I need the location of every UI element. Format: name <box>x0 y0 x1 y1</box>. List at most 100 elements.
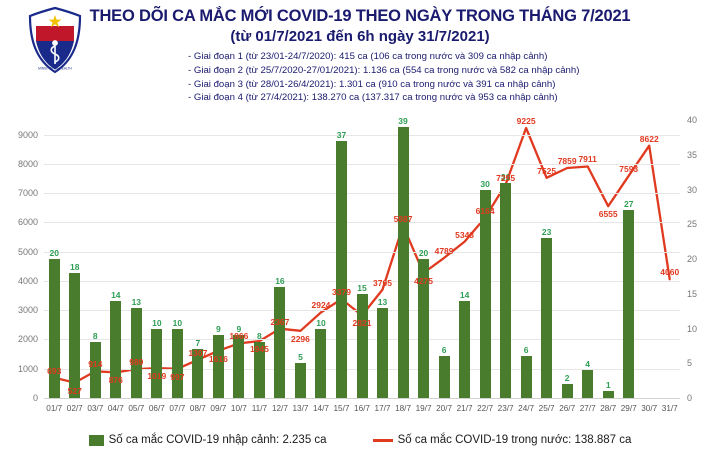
bar-imported-cases <box>48 259 60 398</box>
bar-value-label: 27 <box>623 199 634 210</box>
ministry-of-health-logo-icon: MINISTRY OF HEALTH <box>24 6 86 74</box>
x-axis-tick: 26/7 <box>559 404 576 413</box>
bar-value-label: 20 <box>418 248 429 258</box>
bar-imported-cases <box>479 189 491 398</box>
svg-text:MINISTRY OF HEALTH: MINISTRY OF HEALTH <box>38 67 72 71</box>
x-axis-tick: 23/7 <box>497 404 514 413</box>
line-value-label: 7525 <box>537 165 557 176</box>
page-subtitle: (từ 01/7/2021 đến 6h ngày 31/7/2021) <box>230 28 490 46</box>
legend-label-domestic: Số ca mắc COVID-19 trong nước: 138.887 c… <box>397 434 632 446</box>
y-axis-left-tick: 5000 <box>17 246 38 257</box>
bar-value-label: 13 <box>377 296 388 307</box>
y-axis-right-tick: 5 <box>687 358 693 369</box>
x-axis-tick: 18/7 <box>395 404 411 413</box>
line-value-label: 1307 <box>188 347 208 358</box>
bar-imported-cases <box>151 328 163 398</box>
y-axis-right-tick: 0 <box>687 393 693 403</box>
x-axis-tick: 21/7 <box>456 404 473 413</box>
bar-value-label: 31 <box>500 171 511 182</box>
line-value-label: 4275 <box>414 275 434 286</box>
page-title: THEO DÕI CA MẮC MỚI COVID-19 THEO NGÀY T… <box>89 7 631 25</box>
x-axis-tick: 04/7 <box>107 404 124 413</box>
line-value-label: 3705 <box>373 277 392 288</box>
bar-value-label: 37 <box>336 129 347 140</box>
y-axis-left-tick: 8000 <box>17 158 38 169</box>
line-value-label: 693 <box>47 365 62 376</box>
x-axis-tick: 16/7 <box>354 404 370 413</box>
bar-imported-cases <box>418 259 430 398</box>
bar-imported-cases <box>438 356 450 398</box>
line-value-label: 1945 <box>249 344 269 355</box>
legend-bar-swatch-icon <box>88 434 104 446</box>
x-axis-tick: 17/7 <box>374 404 391 413</box>
y-axis-right-tick: 25 <box>687 219 698 230</box>
bar-imported-cases <box>233 335 245 398</box>
legend-label-imported: Số ca mắc COVID-19 nhập cảnh: 2.235 ca <box>108 434 327 446</box>
y-axis-left-tick: 0 <box>32 393 38 403</box>
bar-value-label: 23 <box>541 227 552 238</box>
line-value-label: 6164 <box>475 205 495 216</box>
bar-imported-cases <box>315 328 327 398</box>
bar-value-label: 8 <box>257 331 262 342</box>
y-axis-left-tick: 1000 <box>17 363 38 374</box>
x-axis-tick: 28/7 <box>600 404 617 413</box>
line-value-label: 7911 <box>578 154 597 165</box>
bar-value-label: 13 <box>131 296 142 307</box>
y-axis-right-tick: 35 <box>687 149 698 160</box>
bar-imported-cases <box>500 182 512 398</box>
x-axis-tick: 12/7 <box>271 404 288 413</box>
bar-value-label: 6 <box>523 345 529 356</box>
bar-value-label: 16 <box>275 275 285 286</box>
phase-summary-list: - Giai đoạn 1 (từ 23/01-24/7/2020): 415 … <box>0 50 720 104</box>
x-axis-tick: 09/7 <box>210 404 227 413</box>
x-axis-tick: 25/7 <box>538 404 555 413</box>
line-value-label: 1019 <box>147 371 167 382</box>
legend-line-swatch-icon <box>372 438 393 442</box>
gridline <box>44 163 680 165</box>
gridline <box>44 134 680 136</box>
x-axis-tick: 08/7 <box>189 404 206 413</box>
line-value-label: 1866 <box>229 331 249 342</box>
phase-line: - Giai đoạn 3 (từ 28/01-26/4/2021): 1.30… <box>188 78 556 90</box>
bar-value-label: 14 <box>111 289 121 300</box>
bar-imported-cases <box>377 307 389 398</box>
line-value-label: 5887 <box>393 213 413 224</box>
bar-value-label: 7 <box>195 338 201 349</box>
line-value-label: 7859 <box>557 156 577 167</box>
line-value-label: 997 <box>170 371 185 382</box>
line-value-label: 2924 <box>311 300 331 311</box>
bar-imported-cases <box>274 286 286 398</box>
line-value-label: 7593 <box>619 163 639 174</box>
bar-imported-cases <box>89 342 101 398</box>
legend-item-imported: Số ca mắc COVID-19 nhập cảnh: 2.235 ca <box>88 434 327 446</box>
bar-value-label: 9 <box>236 324 242 335</box>
bar-value-label: 30 <box>480 178 490 189</box>
plot-area: 0 1000 2000 3000 4000 5000 6000 7000 8000 9000 0 5 1… <box>18 115 697 413</box>
line-value-label: 9225 <box>516 116 536 127</box>
line-value-label: 3379 <box>332 287 351 298</box>
x-axis-tick: 19/7 <box>415 404 432 413</box>
bar-imported-cases <box>356 293 368 398</box>
bar-imported-cases <box>520 356 532 398</box>
x-axis-tick: 15/7 <box>333 404 350 413</box>
line-value-label: 4060 <box>660 267 680 278</box>
x-axis-tick: 30/7 <box>641 404 658 413</box>
x-axis-tick: 22/7 <box>477 404 494 413</box>
y-axis-left-tick: 9000 <box>17 129 38 140</box>
bar-value-label: 10 <box>152 317 162 328</box>
x-axis-tick: 07/7 <box>169 404 186 413</box>
bar-imported-cases <box>130 307 142 398</box>
y-axis-left-tick: 7000 <box>17 188 38 199</box>
bar-value-label: 39 <box>398 115 408 126</box>
line-value-label: 1616 <box>208 353 228 364</box>
y-axis-right-tick: 10 <box>687 323 698 334</box>
y-axis-right-tick: 30 <box>687 184 698 195</box>
bar-imported-cases <box>294 363 306 398</box>
line-value-label: 876 <box>108 375 123 386</box>
bar-imported-cases <box>602 391 614 398</box>
bar-imported-cases <box>171 328 183 398</box>
line-value-label: 527 <box>67 385 82 396</box>
x-axis-tick: 05/7 <box>128 404 145 413</box>
bar-imported-cases <box>212 335 224 398</box>
y-axis-right-tick: 15 <box>687 288 698 299</box>
